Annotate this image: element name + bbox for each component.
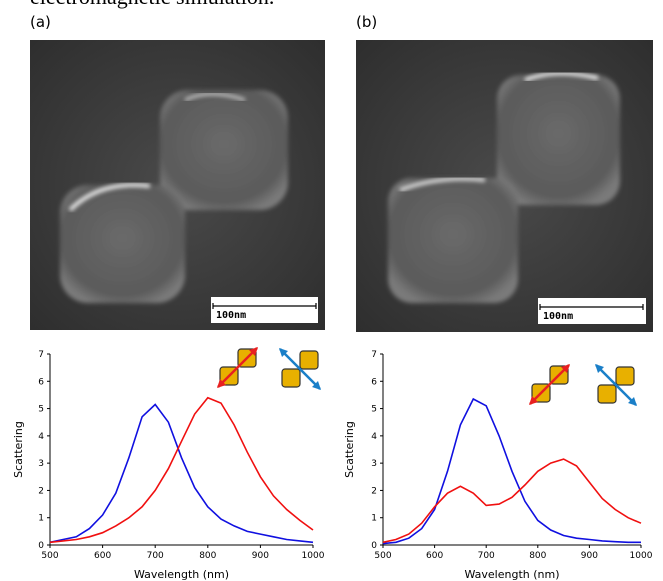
x-axis-label: Wavelength (nm) (464, 568, 559, 581)
y-tick-label: 4 (38, 432, 44, 442)
x-tick-label: 500 (41, 551, 58, 561)
y-tick-label: 2 (38, 486, 44, 496)
polarization-icon (279, 348, 321, 390)
x-tick-label: 600 (94, 551, 111, 561)
x-axis-label: Wavelength (nm) (134, 568, 229, 581)
y-tick-label: 0 (38, 541, 44, 551)
x-tick-label: 800 (529, 551, 546, 561)
x-tick-label: 900 (252, 551, 269, 561)
line-series (50, 398, 313, 543)
polarization-icon (217, 347, 258, 388)
sem-image: 100nm (356, 40, 653, 332)
line-series (50, 405, 313, 543)
sem-image: 100nm (30, 40, 325, 330)
x-tick-label: 1000 (630, 551, 653, 561)
polarization-icon (595, 364, 637, 406)
y-tick-label: 4 (371, 432, 377, 442)
axis-line (383, 354, 641, 545)
y-axis-label: Scattering (12, 421, 25, 478)
x-tick-label: 600 (426, 551, 443, 561)
y-tick-label: 5 (371, 405, 377, 415)
y-tick-label: 2 (371, 486, 377, 496)
y-tick-label: 6 (38, 377, 44, 387)
y-tick-label: 7 (371, 350, 377, 360)
y-tick-label: 0 (371, 541, 377, 551)
y-tick-label: 5 (38, 405, 44, 415)
x-tick-label: 700 (147, 551, 164, 561)
scale-bar-label: 100nm (543, 311, 573, 322)
y-tick-label: 3 (38, 459, 44, 469)
figure: electromagnetic simulation. (a) (b) 100n… (0, 0, 663, 581)
x-tick-label: 700 (478, 551, 495, 561)
y-tick-label: 3 (371, 459, 377, 469)
x-tick-label: 500 (374, 551, 391, 561)
scale-bar-label: 100nm (216, 310, 246, 321)
panel-label: (b) (356, 13, 377, 31)
x-tick-label: 900 (581, 551, 598, 561)
caption-fragment: electromagnetic simulation. (30, 0, 274, 9)
x-tick-label: 800 (199, 551, 216, 561)
polarization-icon (529, 364, 570, 405)
y-tick-label: 7 (38, 350, 44, 360)
y-tick-label: 1 (371, 514, 377, 524)
x-tick-label: 1000 (302, 551, 325, 561)
panel-label: (a) (30, 13, 51, 31)
axis-line (50, 354, 313, 545)
y-tick-label: 6 (371, 377, 377, 387)
y-axis-label: Scattering (343, 421, 356, 478)
y-tick-label: 1 (38, 514, 44, 524)
